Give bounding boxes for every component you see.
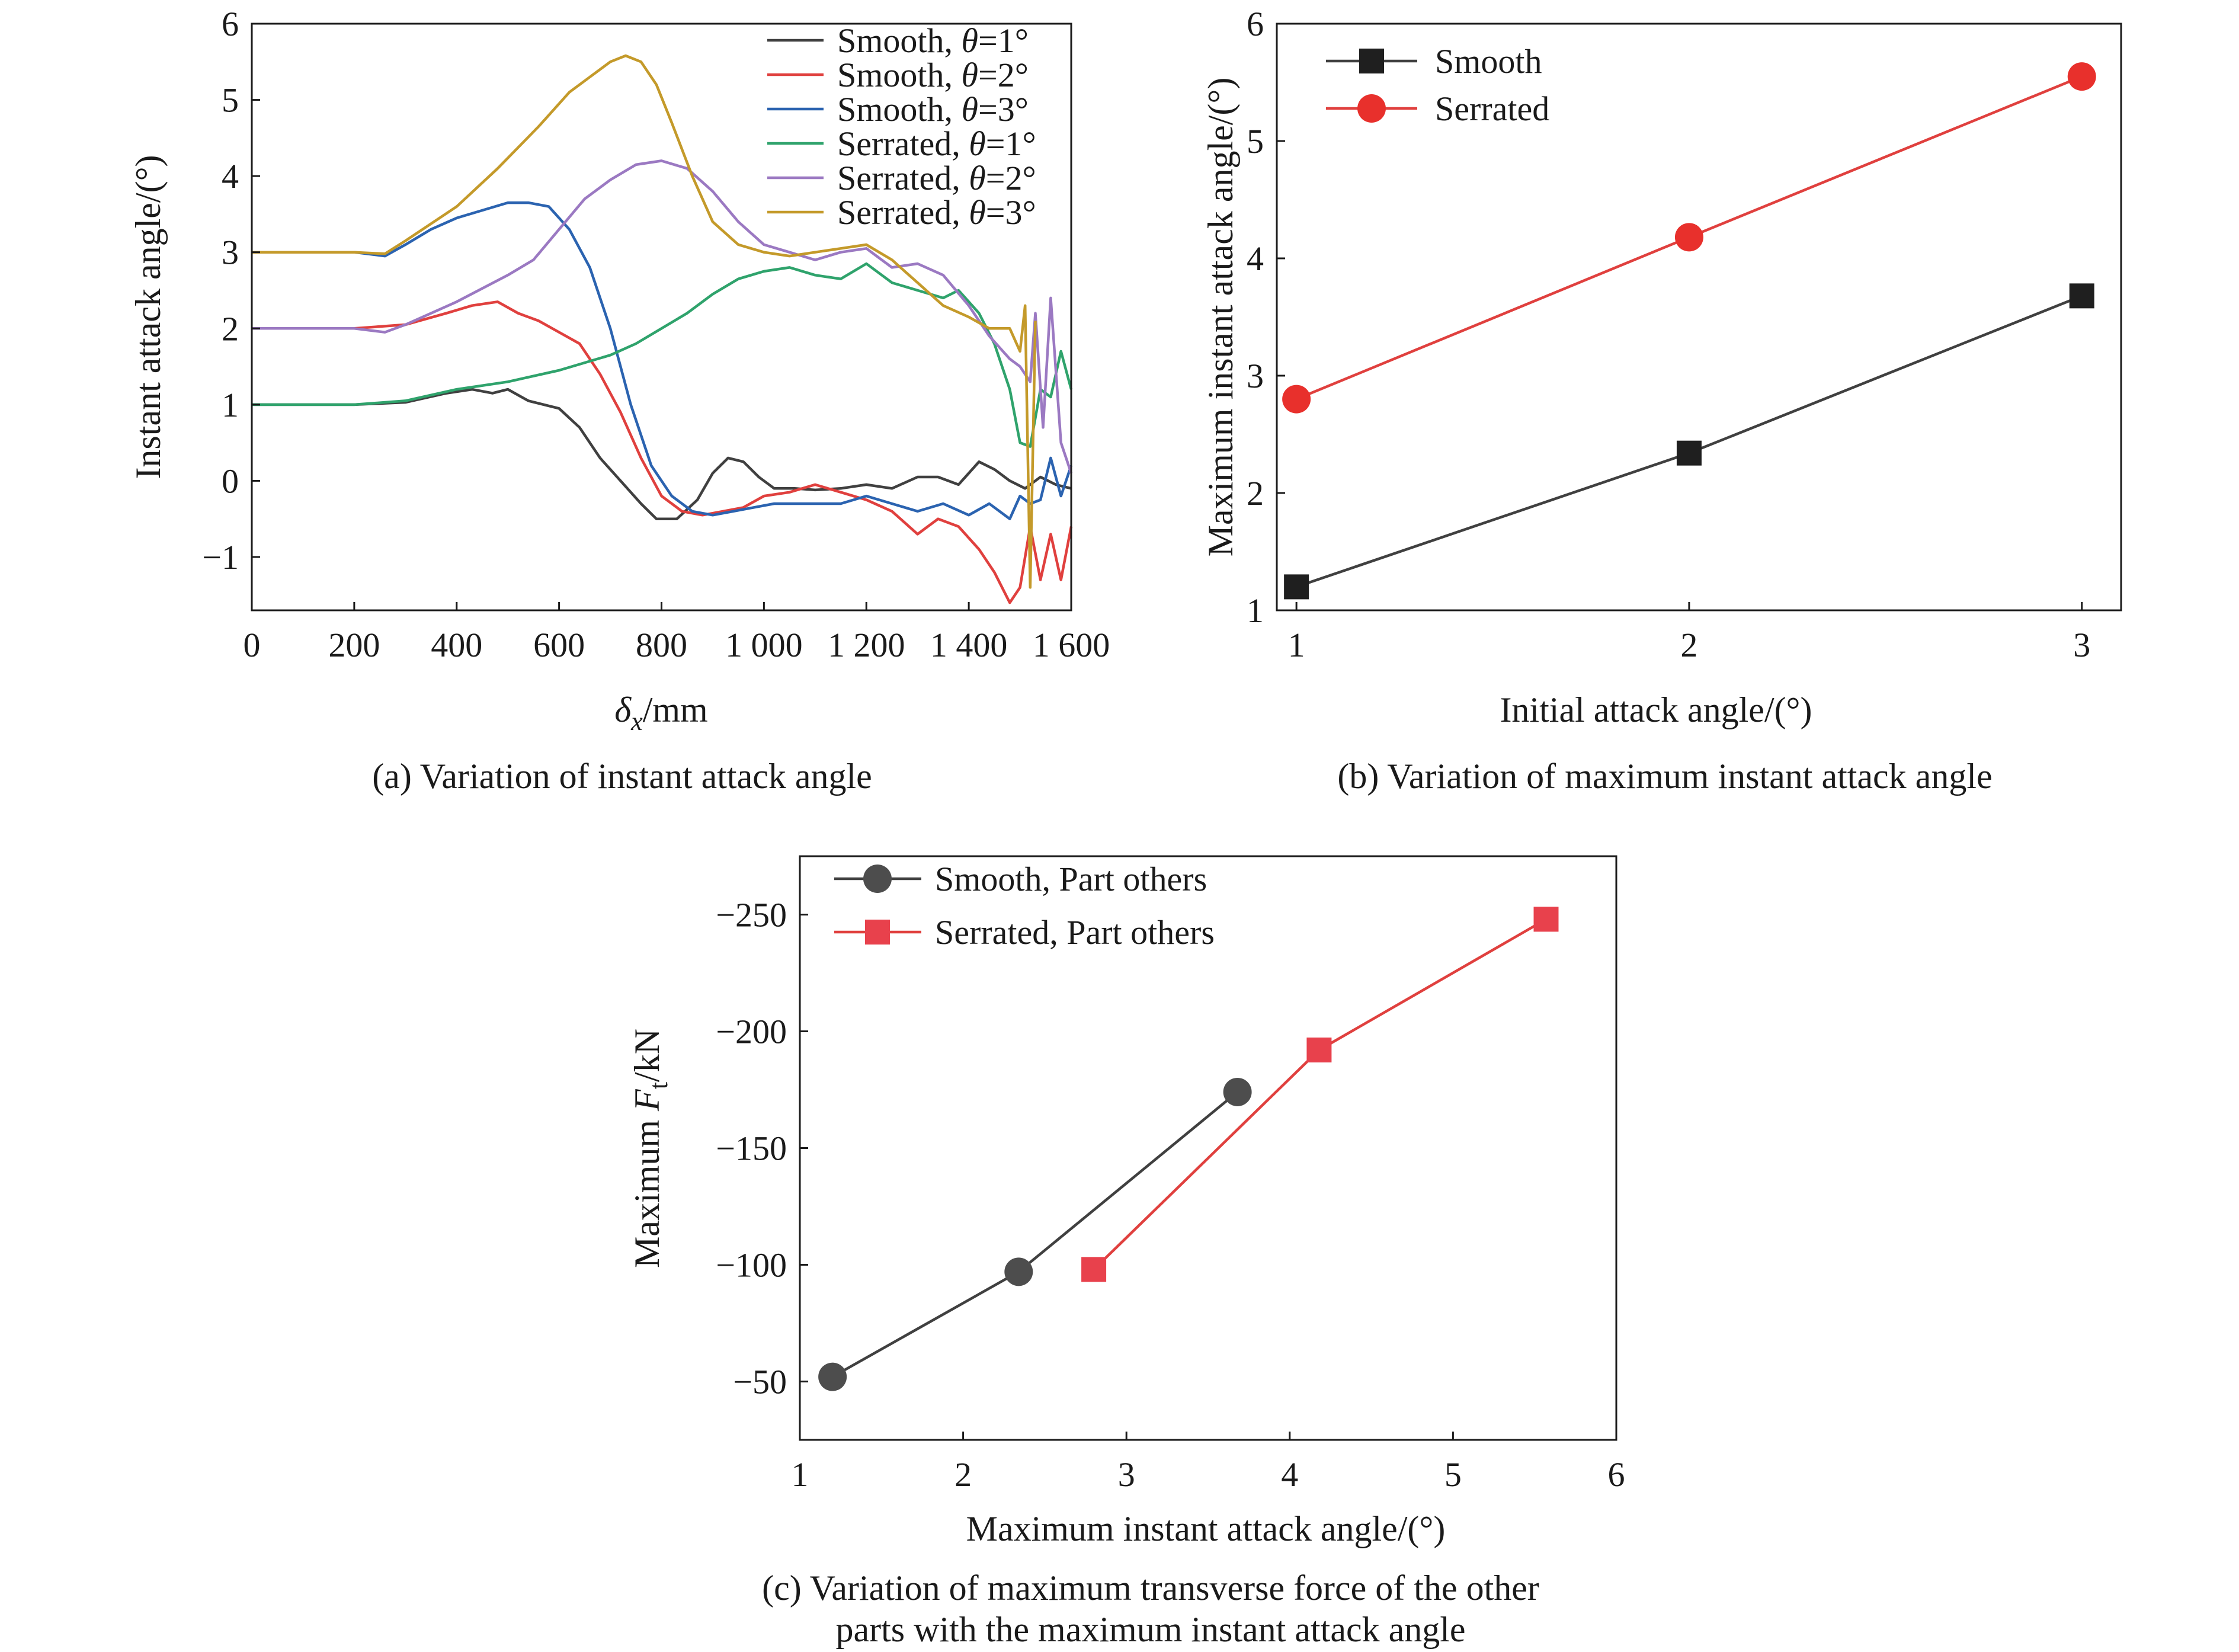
panel-c-data-point: [1223, 1077, 1252, 1106]
panel-b-y-tick-label: 5: [1247, 122, 1264, 161]
panel-c-caption-line-1: (c) Variation of maximum transverse forc…: [762, 1568, 1539, 1608]
panel-a-x-tick-label: 600: [533, 626, 585, 664]
panel-c-legend: Smooth, Part others Serrated, Part others: [834, 860, 1215, 952]
panel-a-series-line-2: [252, 300, 1073, 604]
panel-a-x-tick-label: 1 600: [1033, 626, 1110, 664]
panel-c-x-tick-label: 3: [1118, 1455, 1135, 1494]
panel-c-series-line-1: [831, 1091, 1239, 1378]
panel-a-y-axis-title: Instant attack angle/(°): [129, 155, 168, 479]
panel-b-legend-label: Serrated: [1435, 89, 1549, 128]
panel-c-legend-marker: [865, 920, 890, 945]
panel-a-x-tick-label: 1 000: [725, 626, 803, 664]
panel-c-caption: (c) Variation of maximum transverse forc…: [762, 1568, 1539, 1649]
panel-a-x-tick-label: 400: [431, 626, 482, 664]
panel-a-x-tick-label: 200: [328, 626, 380, 664]
panel-a-x-axis-title: δx/mm: [614, 690, 707, 736]
panel-c-x-tick-label: 6: [1608, 1455, 1625, 1494]
panel-b-x-tick-label: 2: [1680, 626, 1697, 664]
panel-a-x-tick-label: 1 200: [828, 626, 905, 664]
panel-b-x-tick-label: 1: [1288, 626, 1305, 664]
panel-c-legend-label: Serrated, Part others: [935, 913, 1215, 952]
panel-a-legend-label: Smooth, θ=1°: [837, 21, 1029, 60]
panel-c-y-tick-label: −200: [716, 1013, 787, 1051]
panel-a-x-tick-label: 0: [244, 626, 261, 664]
panel-c-y-tick-label: −100: [716, 1246, 787, 1285]
panel-a-y-tick-label: 3: [222, 233, 239, 272]
panel-b-data-point: [1282, 385, 1311, 414]
panel-a-series: [252, 54, 1073, 604]
panel-c-data-point: [1004, 1257, 1033, 1286]
panel-b-y-tick-label: 3: [1247, 357, 1264, 395]
panel-c-legend-label: Smooth, Part others: [935, 860, 1207, 898]
panel-c-x-tick-label: 1: [792, 1455, 809, 1494]
panel-b-data-point: [1676, 440, 1702, 466]
panel-a-caption: (a) Variation of instant attack angle: [372, 757, 872, 796]
panel-a-x-tick-label: 800: [636, 626, 687, 664]
panel-b-x-tick-label: 3: [2073, 626, 2090, 664]
panel-b-y-tick-label: 2: [1247, 474, 1264, 513]
panel-a-instant-attack-angle: 0 200 400 600 800 1 000 1 200 1 400 1 600 −1 0 1 2 3 4…: [129, 5, 1110, 796]
panel-a-series-line-4: [252, 262, 1073, 448]
panel-a-y-tick-label: 5: [222, 81, 239, 120]
panel-a-legend: Smooth, θ=1°Smooth, θ=2°Smooth, θ=3°Serr…: [767, 21, 1036, 232]
panel-b-data-point: [2067, 62, 2096, 91]
panel-b-y-tick-label: 4: [1247, 239, 1264, 278]
panel-b-maximum-instant-attack-angle: 1 2 3 1 2 3 4 5 6 Smooth Serrated Initial attack …: [1201, 5, 2122, 796]
panel-a-series-line-3: [252, 201, 1073, 520]
panel-a-y-tick-label: 0: [222, 462, 239, 500]
panel-c-series-line-2: [1093, 918, 1547, 1271]
panel-a-legend-label: Serrated, θ=2°: [837, 159, 1036, 197]
panel-b-data-point: [1284, 574, 1309, 600]
panel-a-y-tick-label: 2: [222, 309, 239, 348]
panel-b-series: [1282, 62, 2096, 600]
panel-a-y-tick-label: 4: [222, 157, 239, 196]
panel-a-legend-label: Smooth, θ=2°: [837, 56, 1029, 94]
panel-b-caption: (b) Variation of maximum instant attack …: [1337, 757, 1992, 796]
panel-b-data-point: [1674, 223, 1703, 252]
panel-a-ticks: 0 200 400 600 800 1 000 1 200 1 400 1 600 −1 0 1 2 3 4…: [202, 5, 1110, 664]
panel-b-legend: Smooth Serrated: [1326, 42, 1549, 128]
panel-a-x-tick-label: 1 400: [930, 626, 1008, 664]
panel-b-y-tick-label: 6: [1247, 5, 1264, 43]
panel-b-legend-marker: [1357, 94, 1386, 123]
panel-b-legend-label: Smooth: [1435, 42, 1542, 81]
panel-a-legend-label: Serrated, θ=1°: [837, 124, 1036, 163]
panel-b-data-point: [2069, 283, 2094, 309]
panel-b-plot-frame: [1276, 23, 2122, 612]
panel-c-x-tick-label: 4: [1281, 1455, 1298, 1494]
panel-a-y-tick-label: −1: [202, 538, 239, 577]
panel-b-legend-marker: [1359, 49, 1384, 73]
panel-c-x-tick-label: 5: [1444, 1455, 1462, 1494]
panel-c-y-tick-label: −50: [733, 1363, 787, 1401]
panel-a-legend-label: Smooth, θ=3°: [837, 90, 1029, 129]
panel-c-series: [818, 907, 1559, 1391]
panel-c-data-point: [1306, 1038, 1332, 1063]
panel-a-legend-label: Serrated, θ=3°: [837, 193, 1036, 232]
panel-c-y-tick-label: −150: [716, 1129, 787, 1168]
panel-b-x-axis-title: Initial attack angle/(°): [1500, 690, 1812, 729]
panel-c-x-axis-title: Maximum instant attack angle/(°): [966, 1509, 1446, 1548]
panel-c-data-point: [1533, 907, 1559, 932]
panel-a-y-tick-label: 1: [222, 386, 239, 424]
panel-b-ticks: 1 2 3 1 2 3 4 5 6: [1247, 5, 2090, 664]
panel-c-maximum-transverse-force: 1 2 3 4 5 6 −50 −100 −150 −200 −250 Smooth, Part o…: [627, 855, 1625, 1649]
panel-a-series-line-1: [252, 388, 1072, 520]
panel-c-data-point: [818, 1362, 847, 1391]
panel-c-ticks: 1 2 3 4 5 6 −50 −100 −150 −200 −250: [716, 896, 1625, 1494]
panel-c-y-tick-label: −250: [716, 896, 787, 934]
panel-c-legend-marker: [863, 865, 892, 893]
panel-c-x-tick-label: 2: [954, 1455, 972, 1494]
panel-b-y-axis-title: Maximum instant attack angle/(°): [1201, 78, 1240, 557]
panel-b-y-tick-label: 1: [1247, 591, 1264, 630]
panel-c-caption-line-2: parts with the maximum instant attack an…: [835, 1610, 1465, 1649]
panel-a-series-line-6: [252, 54, 1037, 589]
panel-c-y-axis-title: Maximum Ft/kN: [627, 1029, 673, 1268]
panel-a-y-tick-label: 6: [222, 5, 239, 43]
panel-c-data-point: [1081, 1257, 1107, 1282]
